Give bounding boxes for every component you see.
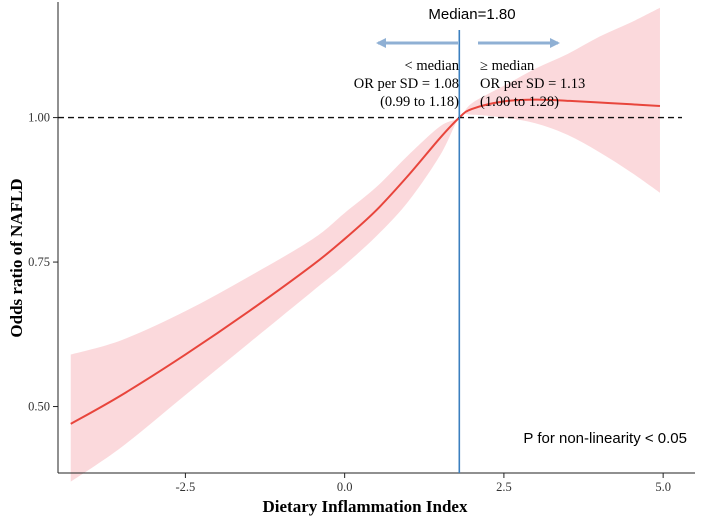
confidence-band — [70, 7, 660, 482]
y-tick-label: 1.00 — [28, 111, 50, 125]
left-annotation-line3: (0.99 to 1.18) — [380, 94, 459, 110]
curve-layer — [70, 98, 661, 425]
band-layer — [70, 7, 660, 482]
x-tick-label: 0.0 — [337, 480, 353, 494]
right-annotation-line1: ≥ median — [480, 58, 535, 74]
x-tick-label: 2.5 — [496, 480, 512, 494]
right-annotation-line2: OR per SD = 1.13 — [480, 76, 585, 92]
y-tick-label: 0.75 — [28, 255, 50, 269]
median-label: Median=1.80 — [428, 6, 515, 23]
right-annotation-line3: (1.00 to 1.28) — [480, 94, 559, 110]
y-axis-title: Odds ratio of NAFLD — [7, 178, 26, 337]
x-tick-label: 5.0 — [655, 480, 671, 494]
p-value-label: P for non-linearity < 0.05 — [523, 430, 687, 447]
left-annotation-line1: < median — [405, 58, 460, 74]
left-annotation-line2: OR per SD = 1.08 — [354, 76, 459, 92]
series-line-0 — [70, 98, 661, 425]
ticks-layer: -2.5 0.0 2.5 5.0 0.50 0.75 1.00 — [28, 111, 671, 494]
x-axis-title: Dietary Inflammation Index — [263, 497, 468, 516]
x-tick-label: -2.5 — [176, 480, 196, 494]
y-tick-label: 0.50 — [28, 400, 50, 414]
